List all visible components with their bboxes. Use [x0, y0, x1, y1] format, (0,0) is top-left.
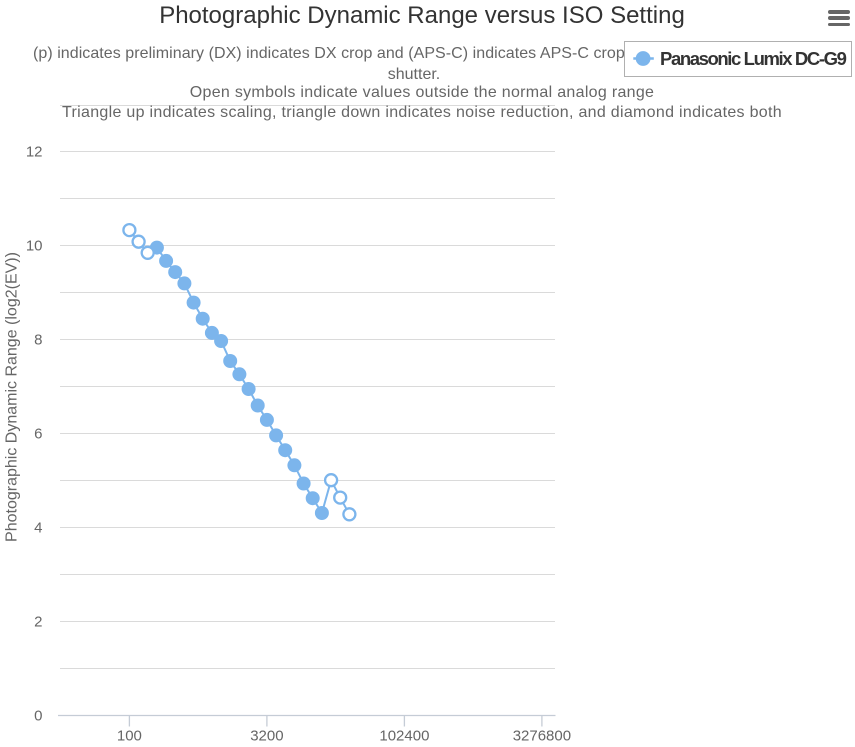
svg-text:100: 100	[117, 727, 142, 744]
svg-text:2: 2	[34, 614, 42, 631]
svg-text:8: 8	[34, 332, 42, 349]
svg-text:6: 6	[34, 426, 42, 443]
svg-text:102400: 102400	[379, 727, 429, 744]
svg-text:0: 0	[34, 708, 42, 725]
svg-text:12: 12	[26, 144, 43, 161]
svg-text:Photographic Dynamic Range (lo: Photographic Dynamic Range (log2(EV))	[4, 252, 21, 542]
svg-text:4: 4	[34, 520, 42, 537]
svg-text:3276800: 3276800	[513, 727, 571, 744]
svg-text:3200: 3200	[250, 727, 283, 744]
svg-text:10: 10	[26, 238, 43, 255]
